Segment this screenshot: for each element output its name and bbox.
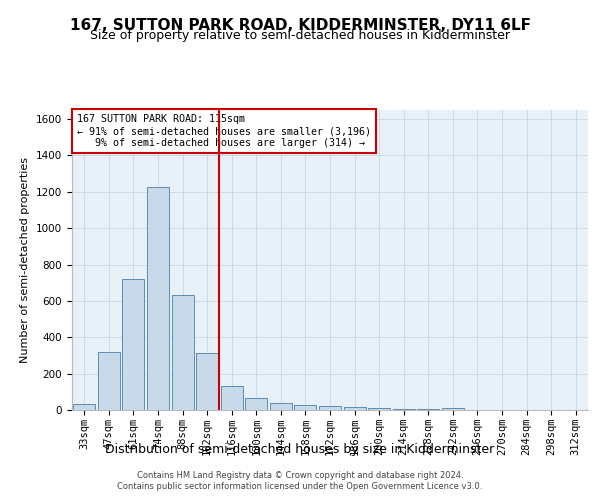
Text: 167, SUTTON PARK ROAD, KIDDERMINSTER, DY11 6LF: 167, SUTTON PARK ROAD, KIDDERMINSTER, DY… xyxy=(70,18,530,32)
Text: Contains HM Land Registry data © Crown copyright and database right 2024.: Contains HM Land Registry data © Crown c… xyxy=(137,471,463,480)
Bar xyxy=(245,398,268,410)
Bar xyxy=(344,408,365,410)
Text: Size of property relative to semi-detached houses in Kidderminster: Size of property relative to semi-detach… xyxy=(90,29,510,42)
Bar xyxy=(196,352,218,410)
Bar xyxy=(172,294,194,410)
Bar xyxy=(319,406,341,410)
Text: Distribution of semi-detached houses by size in Kidderminster: Distribution of semi-detached houses by … xyxy=(106,442,494,456)
Bar xyxy=(392,408,415,410)
Bar xyxy=(368,408,390,410)
Bar xyxy=(295,404,316,410)
Bar xyxy=(270,402,292,410)
Text: Contains public sector information licensed under the Open Government Licence v3: Contains public sector information licen… xyxy=(118,482,482,491)
Bar xyxy=(73,404,95,410)
Bar xyxy=(98,352,120,410)
Bar xyxy=(147,188,169,410)
Text: 167 SUTTON PARK ROAD: 115sqm
← 91% of semi-detached houses are smaller (3,196)
 : 167 SUTTON PARK ROAD: 115sqm ← 91% of se… xyxy=(77,114,371,148)
Bar xyxy=(221,386,243,410)
Bar xyxy=(122,279,145,410)
Y-axis label: Number of semi-detached properties: Number of semi-detached properties xyxy=(20,157,31,363)
Bar xyxy=(442,408,464,410)
